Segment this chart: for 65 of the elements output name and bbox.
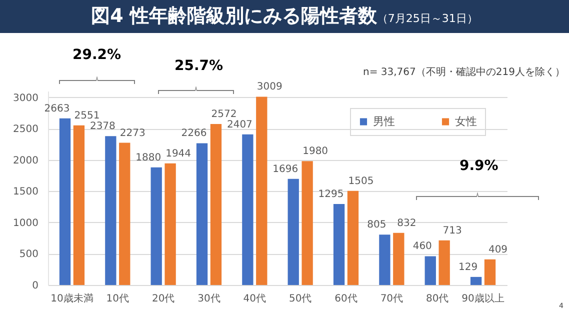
bar [196, 143, 208, 285]
data-label: 2407 [226, 119, 252, 130]
data-label: 409 [488, 244, 508, 256]
text: n= 33,767（不明・確認中の219人を除く） [363, 66, 565, 79]
y-tick-label: 2000 [13, 155, 38, 166]
x-tick-label: 10代 [106, 294, 130, 304]
data-label: 1295 [318, 188, 344, 200]
data-label: 2273 [120, 128, 146, 139]
data-label: 3009 [256, 82, 282, 93]
x-tick-label: 80代 [426, 294, 449, 304]
bar [484, 259, 496, 285]
bar [210, 124, 222, 285]
data-label: 2266 [181, 128, 207, 140]
bar [73, 125, 85, 285]
data-label: 2663 [44, 103, 70, 114]
y-tick-label: 1500 [13, 186, 38, 198]
chart-subtitle: （7月25日～31日） [376, 12, 478, 25]
legend-label: 女性 [455, 114, 477, 128]
x-tick-label: 90歳以上 [462, 292, 504, 304]
bar [393, 232, 404, 285]
x-tick-label: 20代 [152, 294, 175, 304]
data-label: 832 [397, 218, 416, 229]
data-label: 1980 [302, 146, 328, 158]
text: 25.7% [174, 58, 224, 74]
y-tick-label: 3000 [13, 92, 38, 104]
x-tick-label: 50代 [288, 294, 312, 304]
y-tick-label: 500 [19, 249, 38, 260]
bar [288, 178, 299, 285]
data-label: 1505 [348, 176, 374, 187]
bar [164, 163, 176, 285]
data-label: 713 [442, 225, 462, 236]
bar [470, 276, 482, 285]
bar [379, 234, 390, 285]
x-tick-label: 10歳未満 [50, 292, 94, 304]
bar [119, 142, 130, 285]
data-label: 805 [367, 220, 386, 231]
data-label: 1880 [136, 152, 162, 164]
data-label: 1944 [166, 148, 192, 160]
annotation: 9.9% [460, 158, 498, 174]
bar [256, 96, 268, 285]
data-label: 129 [458, 262, 478, 273]
bar [438, 240, 450, 285]
data-label: 2572 [211, 109, 237, 120]
x-tick-label: 60代 [334, 294, 358, 304]
bar [242, 134, 254, 285]
data-label: 2551 [74, 110, 100, 122]
x-tick-label: 70代 [380, 294, 404, 304]
bar [347, 190, 359, 285]
bar [302, 161, 313, 285]
y-tick-label: 0 [32, 280, 38, 292]
data-label: 460 [412, 241, 432, 252]
bar [424, 256, 436, 285]
y-tick-label: 1000 [13, 218, 38, 229]
y-tick-label: 2500 [13, 124, 38, 136]
x-tick-label: 30代 [198, 294, 220, 304]
chart-title: 図4 性年齢階級別にみる陽性者数 [91, 5, 377, 27]
bar [59, 118, 71, 285]
data-label: 2378 [90, 121, 116, 132]
bar [150, 167, 162, 285]
bar [333, 204, 345, 285]
x-tick-label: 40代 [243, 294, 266, 304]
bar [105, 136, 116, 285]
data-label: 1696 [272, 164, 298, 175]
text: 29.2% [72, 47, 122, 63]
legend-label: 男性 [373, 114, 395, 128]
